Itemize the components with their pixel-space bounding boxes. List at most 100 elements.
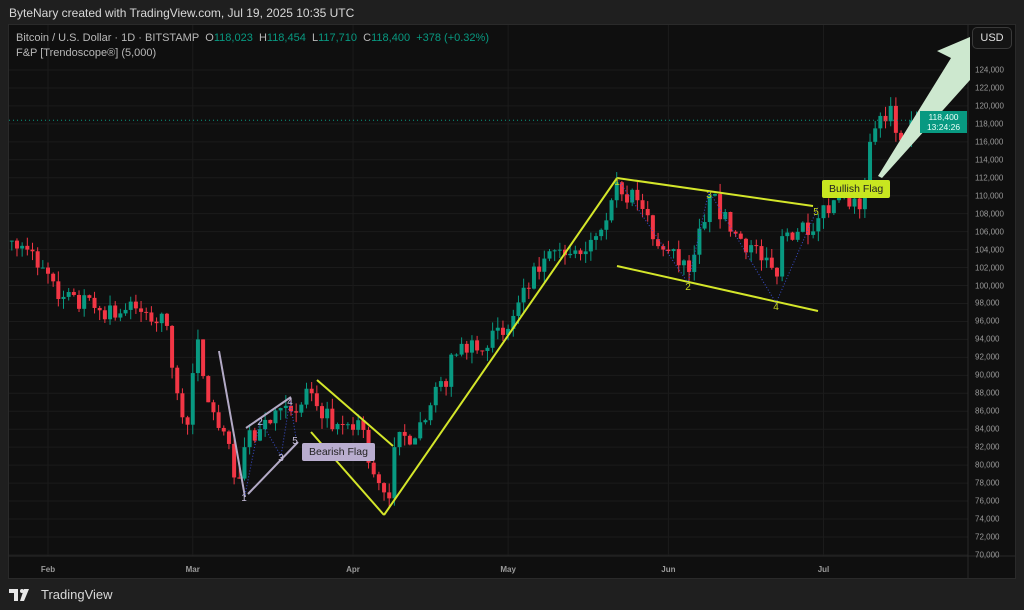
candle	[340, 424, 345, 426]
candle	[14, 240, 19, 249]
pattern-line	[616, 177, 814, 207]
bull-pivot-label: 5	[813, 207, 819, 218]
candle	[656, 239, 661, 247]
candle	[697, 228, 702, 255]
price-tick: 94,000	[975, 334, 1000, 344]
candle	[821, 205, 826, 219]
candle	[537, 266, 542, 272]
candle	[428, 405, 433, 421]
zigzag-line	[616, 177, 819, 305]
candle	[263, 419, 268, 430]
change-value: +378 (+0.32%)	[416, 32, 489, 44]
candle	[625, 194, 630, 203]
candle	[433, 386, 438, 406]
candle	[650, 215, 655, 240]
candle	[619, 182, 624, 195]
candle	[283, 405, 288, 409]
candle	[185, 417, 190, 425]
candle	[294, 411, 299, 413]
candle	[666, 249, 671, 252]
footer-brand: TradingView	[41, 587, 113, 602]
candle	[785, 232, 790, 237]
price-tick: 76,000	[975, 496, 1000, 506]
candle	[614, 182, 619, 201]
candle	[583, 251, 588, 255]
candle	[268, 419, 273, 424]
candle	[20, 245, 25, 249]
price-tick: 72,000	[975, 532, 1000, 542]
candle	[743, 238, 748, 253]
candle	[345, 424, 350, 426]
symbol-legend: Bitcoin / U.S. Dollar · 1D · BITSTAMP O1…	[16, 31, 489, 61]
candle	[526, 287, 531, 289]
candle	[118, 313, 123, 318]
candle	[61, 296, 66, 299]
candle	[201, 339, 206, 377]
price-tick: 124,000	[975, 65, 1004, 75]
candle	[175, 367, 180, 394]
candle	[242, 447, 247, 479]
currency-button[interactable]: USD	[972, 27, 1012, 49]
candle	[692, 254, 697, 273]
candle	[418, 422, 423, 439]
low-value: 117,710	[318, 32, 358, 44]
time-tick: May	[500, 565, 516, 574]
pattern-line	[316, 379, 394, 447]
candle	[645, 208, 650, 216]
price-tick: 90,000	[975, 370, 1000, 380]
candle	[392, 447, 397, 499]
candle	[92, 297, 97, 308]
price-tick: 96,000	[975, 316, 1000, 326]
candle	[873, 128, 878, 142]
bull-pivot-label: 4	[773, 302, 779, 313]
candle	[356, 420, 361, 430]
time-tick: Jun	[661, 565, 676, 574]
candle	[661, 246, 666, 250]
close-label: C	[363, 32, 372, 44]
candle	[40, 267, 45, 269]
price-tick: 120,000	[975, 101, 1004, 111]
candle	[438, 381, 443, 387]
high-value: 118,454	[266, 32, 306, 44]
price-tick: 104,000	[975, 245, 1004, 255]
candle	[77, 294, 82, 309]
candle	[154, 321, 159, 324]
price-tick: 88,000	[975, 388, 1000, 398]
chart-credit: ByteNary created with TradingView.com, J…	[9, 6, 355, 20]
bear-pivot-label: 1	[241, 493, 247, 504]
candle	[407, 435, 412, 445]
price-tick: 78,000	[975, 478, 1000, 488]
price-tick: 100,000	[975, 281, 1004, 291]
candle	[25, 245, 30, 250]
candle	[273, 410, 278, 424]
price-tick: 118,000	[975, 119, 1004, 129]
bear-flag-line	[247, 441, 299, 495]
price-tick: 86,000	[975, 406, 1000, 416]
candle	[630, 189, 635, 203]
candle	[588, 239, 593, 252]
price-tick: 110,000	[975, 191, 1004, 201]
candle	[299, 404, 304, 413]
price-tick: 82,000	[975, 442, 1000, 452]
symbol-title[interactable]: Bitcoin / U.S. Dollar · 1D · BITSTAMP	[16, 32, 200, 44]
price-tick: 80,000	[975, 460, 1000, 470]
candle	[604, 220, 609, 230]
candle	[754, 245, 759, 247]
candle	[531, 266, 536, 289]
candle	[387, 492, 392, 499]
indicator-title[interactable]: F&P [Trendoscope®] (5,000)	[16, 47, 157, 59]
chart-panel[interactable]	[8, 24, 1016, 579]
candle	[247, 430, 252, 448]
pattern-line	[616, 265, 819, 312]
candle	[893, 105, 898, 133]
candle	[102, 310, 107, 320]
candle	[702, 222, 707, 229]
candle	[371, 462, 376, 475]
candle	[108, 305, 113, 320]
candle	[671, 249, 676, 252]
candle	[320, 406, 325, 419]
candle	[211, 402, 216, 413]
candle	[232, 443, 237, 478]
candle	[774, 267, 779, 277]
